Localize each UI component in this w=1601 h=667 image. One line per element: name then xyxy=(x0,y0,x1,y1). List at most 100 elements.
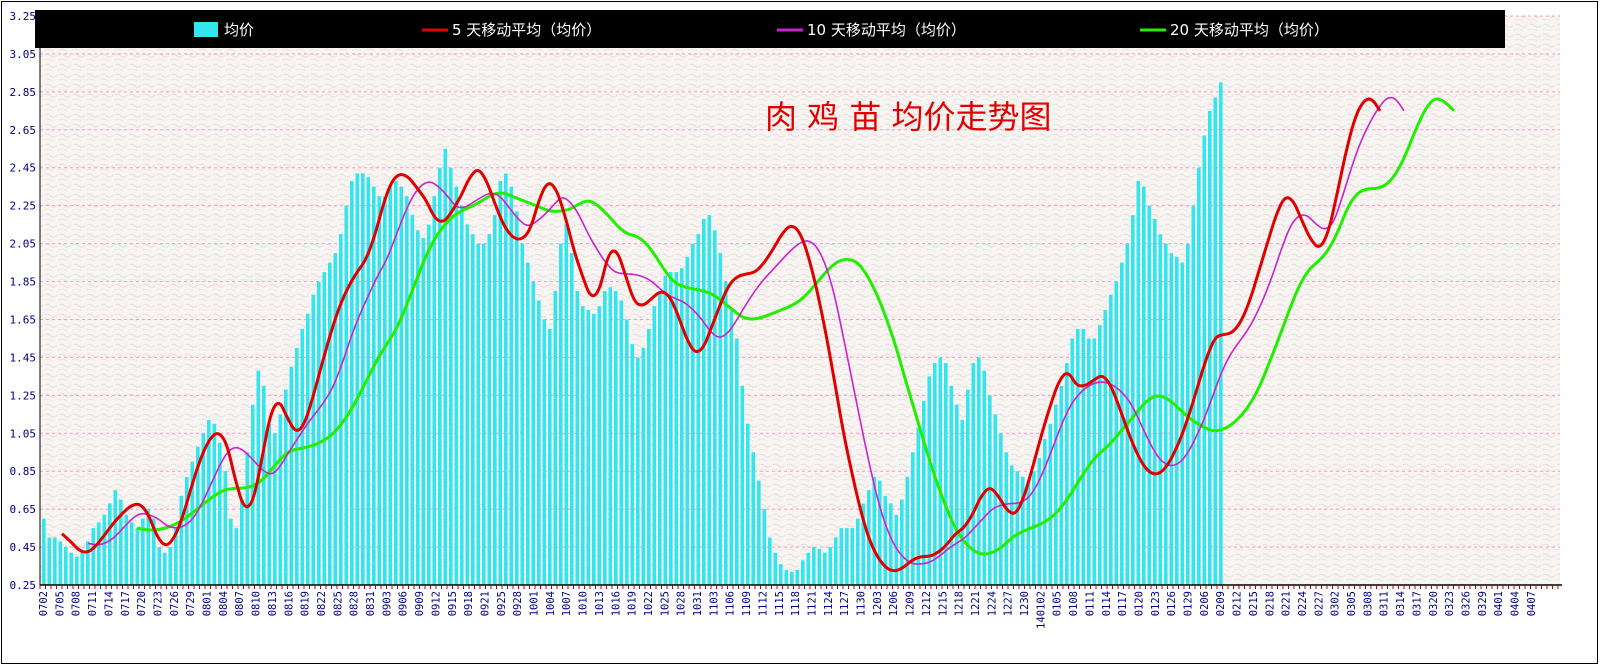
bar xyxy=(537,300,541,585)
bar xyxy=(278,414,283,585)
bar xyxy=(1180,262,1185,585)
bar xyxy=(289,366,294,585)
ma20-line xyxy=(136,97,1456,556)
bar xyxy=(707,215,712,585)
bar xyxy=(526,262,530,585)
bar xyxy=(443,148,448,585)
x-tick-label: 0114 xyxy=(1101,591,1113,616)
x-tick-label: 0111 xyxy=(1084,591,1096,616)
bar xyxy=(119,499,123,585)
x-tick-label: 0717 xyxy=(120,591,132,616)
legend-swatch xyxy=(194,22,218,37)
bar xyxy=(1164,243,1168,585)
bar xyxy=(911,452,915,585)
bar xyxy=(784,569,789,585)
bar xyxy=(586,309,591,585)
bar xyxy=(729,309,734,585)
x-tick-label: 1010 xyxy=(578,591,590,616)
x-tick-label: 0314 xyxy=(1395,591,1407,616)
x-tick-label: 1121 xyxy=(806,591,818,616)
x-tick-label: 0708 xyxy=(71,591,83,616)
bar xyxy=(212,423,217,585)
y-tick-label: 2.85 xyxy=(10,86,37,99)
legend: 均价 5 天移动平均（均价） 10 天移动平均（均价） 20 天移动平均（均价） xyxy=(194,21,1329,39)
bar xyxy=(735,338,739,585)
bar xyxy=(234,528,239,585)
x-tick-label: 1118 xyxy=(790,591,802,616)
bar xyxy=(1037,457,1042,585)
x-tick-label: 0120 xyxy=(1133,591,1145,616)
bar xyxy=(691,243,695,585)
bar xyxy=(377,196,382,585)
bar xyxy=(812,547,816,585)
x-tick-label: 1028 xyxy=(676,591,688,616)
bar xyxy=(322,272,327,585)
x-tick-label: 1001 xyxy=(529,591,541,616)
bar xyxy=(1197,167,1201,585)
bar xyxy=(421,237,426,585)
bar xyxy=(185,476,189,585)
ma10-line xyxy=(87,96,1405,565)
bar xyxy=(1076,328,1080,585)
bar xyxy=(674,272,679,585)
bar xyxy=(157,547,162,585)
bar xyxy=(493,215,497,585)
bar xyxy=(619,300,624,585)
bar xyxy=(47,537,52,585)
bar xyxy=(949,385,954,585)
bar xyxy=(130,522,134,585)
bar xyxy=(883,495,888,585)
bar xyxy=(487,234,492,585)
bar xyxy=(773,552,778,585)
bar xyxy=(625,319,629,585)
x-tick-label: 0224 xyxy=(1297,591,1309,616)
bar xyxy=(1147,205,1152,585)
bar xyxy=(663,275,668,585)
x-tick-label: 0807 xyxy=(234,591,246,616)
bar xyxy=(476,243,481,585)
bar xyxy=(306,313,310,585)
x-tick-label: 0218 xyxy=(1264,591,1276,616)
chart-title: 肉 鸡 苗 均价走势图 xyxy=(765,98,1052,136)
bar xyxy=(86,541,90,585)
x-tick-label: 0705 xyxy=(54,591,66,616)
x-tick-label: 0801 xyxy=(202,591,214,616)
x-tick-label: 1007 xyxy=(561,591,573,616)
y-tick-label: 3.05 xyxy=(10,48,37,61)
bar xyxy=(1087,338,1091,585)
bar xyxy=(498,181,503,585)
y-tick-label: 0.85 xyxy=(10,465,37,478)
bar xyxy=(779,564,783,585)
x-tick-label: 0819 xyxy=(300,591,312,616)
bar xyxy=(1026,480,1031,585)
x-tick-label: 0822 xyxy=(316,591,328,616)
bar xyxy=(746,423,750,585)
bar xyxy=(295,347,299,585)
bar xyxy=(482,243,486,585)
x-tick-label: 0915 xyxy=(447,591,459,616)
bar xyxy=(938,357,943,585)
bar xyxy=(207,419,211,585)
bar xyxy=(966,389,970,585)
y-tick-label: 3.25 xyxy=(10,10,37,23)
x-tick-label: 0723 xyxy=(152,591,164,616)
bar xyxy=(190,461,195,585)
bar xyxy=(685,256,690,585)
x-tick-label: 1224 xyxy=(986,591,998,616)
bar xyxy=(1059,385,1064,585)
x-tick-label: 1016 xyxy=(610,591,622,616)
y-tick-label: 1.85 xyxy=(10,276,37,289)
bar xyxy=(872,476,877,585)
bar xyxy=(1109,294,1113,585)
bar xyxy=(850,528,855,585)
x-tick-label: 1203 xyxy=(872,591,884,616)
x-tick-label: 1218 xyxy=(954,591,966,616)
bar xyxy=(1010,465,1014,585)
x-tick-label: 1031 xyxy=(692,591,704,616)
bar xyxy=(229,518,233,585)
bar xyxy=(575,291,580,585)
x-tick-label: 0117 xyxy=(1117,591,1129,616)
x-tick-label: 0401 xyxy=(1493,591,1505,616)
bar xyxy=(630,344,635,585)
